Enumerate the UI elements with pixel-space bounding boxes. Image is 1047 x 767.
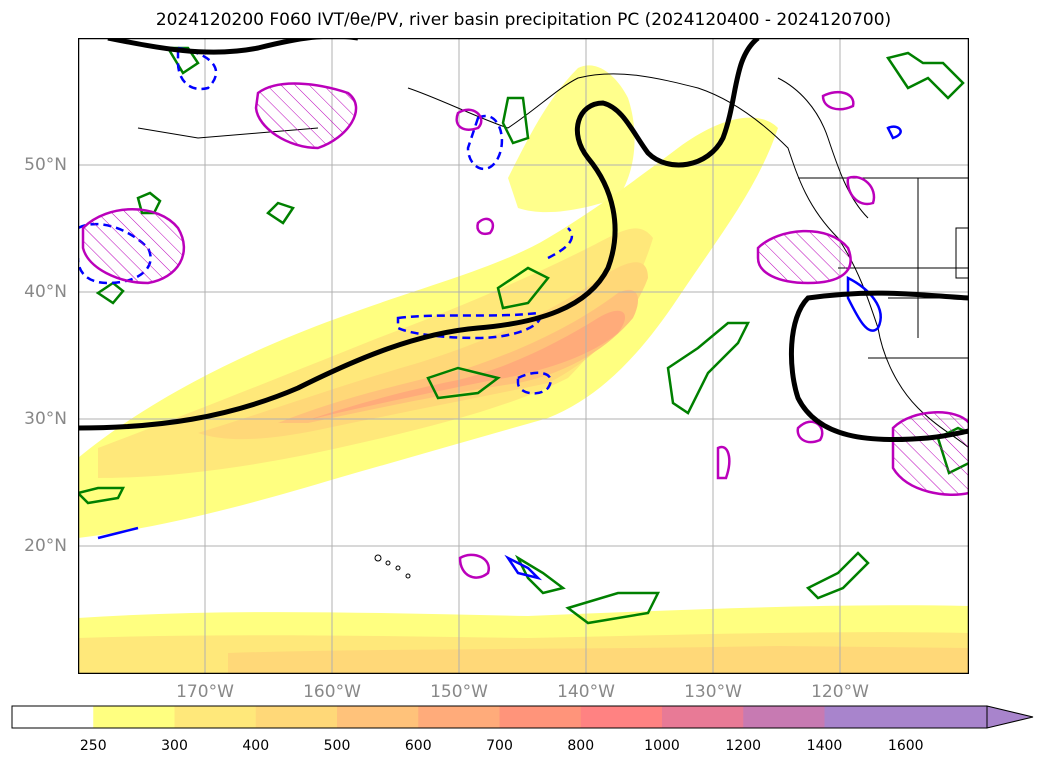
colorbar-segment [499,706,582,728]
colorbar-segment [418,706,500,728]
lat-label-50n: 50°N [24,155,67,175]
precip-pc-regions [81,82,969,579]
colorbar-tick-label: 1200 [725,738,762,754]
lon-label-150w: 150°W [430,682,488,702]
colorbar-segment [824,706,907,728]
colorbar-segment [662,706,744,728]
lat-label-30n: 30°N [24,409,67,429]
lat-label-20n: 20°N [24,536,67,556]
graticule [78,38,969,674]
colorbar-frame [11,705,988,729]
lon-label-130w: 130°W [684,682,742,702]
colorbar-segment [93,706,175,728]
lon-label-160w: 160°W [303,682,361,702]
lon-label-140w: 140°W [557,682,615,702]
theta-e-contours [78,38,969,443]
colorbar-segment [905,706,988,728]
colorbar-tick-label: 300 [161,738,188,754]
colorbar-segment [743,706,825,728]
pv-negative-solid [97,125,902,581]
colorbar-tick-label: 1400 [806,738,843,754]
colorbar-tick-label: 500 [323,738,351,754]
colorbar [11,705,1034,729]
map-frame [78,38,969,674]
lat-label-40n: 40°N [24,282,67,302]
colorbar-tick-label: 250 [79,738,107,754]
lon-label-170w: 170°W [176,682,234,702]
colorbar-tick-label: 700 [486,738,513,754]
colorbar-segment [255,706,338,728]
colorbar-segment [174,706,257,728]
colorbar-tick-label: 1600 [887,738,924,754]
colorbar-extend-arrow [986,705,1034,729]
colorbar-tick-label: 400 [242,738,270,754]
colorbar-tick-label: 600 [404,738,432,754]
colorbar-segment [337,706,419,728]
map-panel [78,38,969,674]
chart-title: 2024120200 F060 IVT/θe/PV, river basin p… [155,10,892,30]
colorbar-tick-label: 1000 [644,738,680,754]
colorbar-segment [580,706,663,728]
lon-label-120w: 120°W [811,682,869,702]
colorbar-segments [12,706,988,728]
colorbar-segment [12,706,94,728]
colorbar-tick-label: 800 [567,738,595,754]
